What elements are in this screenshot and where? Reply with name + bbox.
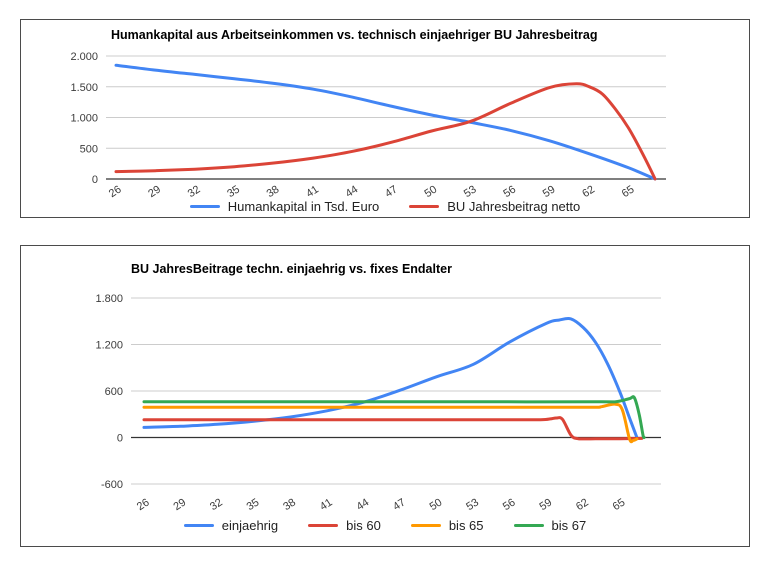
x-tick-label: 62 xyxy=(580,183,597,199)
legend-line-swatch xyxy=(189,204,220,209)
x-tick-label: 41 xyxy=(318,496,335,513)
y-tick-label: 1.200 xyxy=(95,340,123,352)
x-tick-label: 29 xyxy=(146,183,163,199)
y-tick-label: 2.000 xyxy=(70,51,98,63)
x-tick-label: 65 xyxy=(611,496,628,513)
x-tick-label: 26 xyxy=(107,183,124,199)
series-line-bis-67[interactable] xyxy=(142,395,646,440)
y-tick-label: -600 xyxy=(101,479,123,491)
legend-label: Humankapital in Tsd. Euro xyxy=(227,199,380,214)
y-tick-label: 0 xyxy=(92,174,98,186)
y-tick-label: 600 xyxy=(105,386,123,398)
legend-label: einjaehrig xyxy=(221,518,279,533)
chart1-legend: Humankapital in Tsd. Euro BU Jahresbeitra… xyxy=(21,199,749,214)
legend-item-einjaehrig: einjaehrig xyxy=(183,518,279,533)
x-tick-label: 38 xyxy=(281,496,298,513)
x-tick-label: 59 xyxy=(541,183,558,199)
x-tick-label: 50 xyxy=(422,183,439,199)
legend-line-swatch xyxy=(409,204,440,209)
legend-line-swatch xyxy=(183,523,214,528)
legend-line-swatch xyxy=(513,523,544,528)
legend-line-swatch xyxy=(308,523,339,528)
x-tick-label: 26 xyxy=(135,496,152,513)
chart2-plot-area[interactable]: -600 0 600 1.200 1.800 26 29 32 35 38 41 44 47 50 53 56… xyxy=(21,278,749,516)
x-tick-label: 35 xyxy=(245,496,262,513)
x-tick-label: 59 xyxy=(537,496,554,513)
y-tick-label: 1.800 xyxy=(95,293,123,305)
x-tick-label: 47 xyxy=(383,183,400,199)
x-tick-label: 56 xyxy=(501,496,518,513)
legend-item-bis-60: bis 60 xyxy=(308,518,381,533)
x-tick-label: 29 xyxy=(171,496,188,513)
chart2-title: BU JahresBeitrage techn. einjaehrig vs. … xyxy=(131,262,452,276)
legend-label: bis 60 xyxy=(346,518,381,533)
y-tick-label: 1.000 xyxy=(70,113,98,125)
legend-item-bis-65: bis 65 xyxy=(410,518,484,533)
x-tick-label: 62 xyxy=(574,496,591,513)
y-tick-label: 1.500 xyxy=(70,82,98,94)
x-tick-label: 32 xyxy=(208,496,225,513)
chart2-legend: einjaehrig bis 60 bis 65 bis 67 xyxy=(21,518,749,533)
x-tick-label: 53 xyxy=(462,183,479,199)
chart1-title: Humankapital aus Arbeitseinkommen vs. te… xyxy=(111,28,598,42)
legend-label: bis 65 xyxy=(448,518,484,533)
series-line-bis-60[interactable] xyxy=(142,416,644,441)
series-line-bu-jahresbeitrag-netto[interactable] xyxy=(114,82,657,181)
series-line-humankapital-in-tsd-euro[interactable] xyxy=(114,63,657,181)
x-tick-label: 56 xyxy=(501,183,518,199)
humankapital-chart-panel: Humankapital aus Arbeitseinkommen vs. te… xyxy=(20,19,750,218)
x-tick-label: 38 xyxy=(265,183,282,199)
legend-line-swatch xyxy=(410,523,441,528)
y-tick-label: 0 xyxy=(117,433,123,445)
x-tick-label: 44 xyxy=(344,183,361,199)
x-tick-label: 47 xyxy=(391,496,408,513)
x-tick-label: 41 xyxy=(304,183,321,199)
series-line-bis-65[interactable] xyxy=(142,402,639,444)
x-tick-label: 44 xyxy=(354,496,371,513)
x-tick-label: 32 xyxy=(186,183,203,199)
x-tick-label: 50 xyxy=(428,496,445,513)
legend-label: bis 67 xyxy=(551,518,587,533)
x-tick-label: 53 xyxy=(464,496,481,513)
y-tick-label: 500 xyxy=(80,143,98,155)
legend-item-humankapital-in-tsd-euro: Humankapital in Tsd. Euro xyxy=(189,199,380,214)
legend-item-bu-jahresbeitrag-netto: BU Jahresbeitrag netto xyxy=(409,199,580,214)
legend-label: BU Jahresbeitrag netto xyxy=(447,199,581,214)
bu-beitraege-chart-panel: BU JahresBeitrage techn. einjaehrig vs. … xyxy=(20,245,750,547)
x-tick-label: 35 xyxy=(225,183,242,199)
chart1-plot-area[interactable]: 0 500 1.000 1.500 2.000 26 29 32 35 38 41 44 47 50 53 5… xyxy=(21,43,749,199)
x-tick-label: 65 xyxy=(620,183,637,199)
legend-item-bis-67: bis 67 xyxy=(513,518,587,533)
